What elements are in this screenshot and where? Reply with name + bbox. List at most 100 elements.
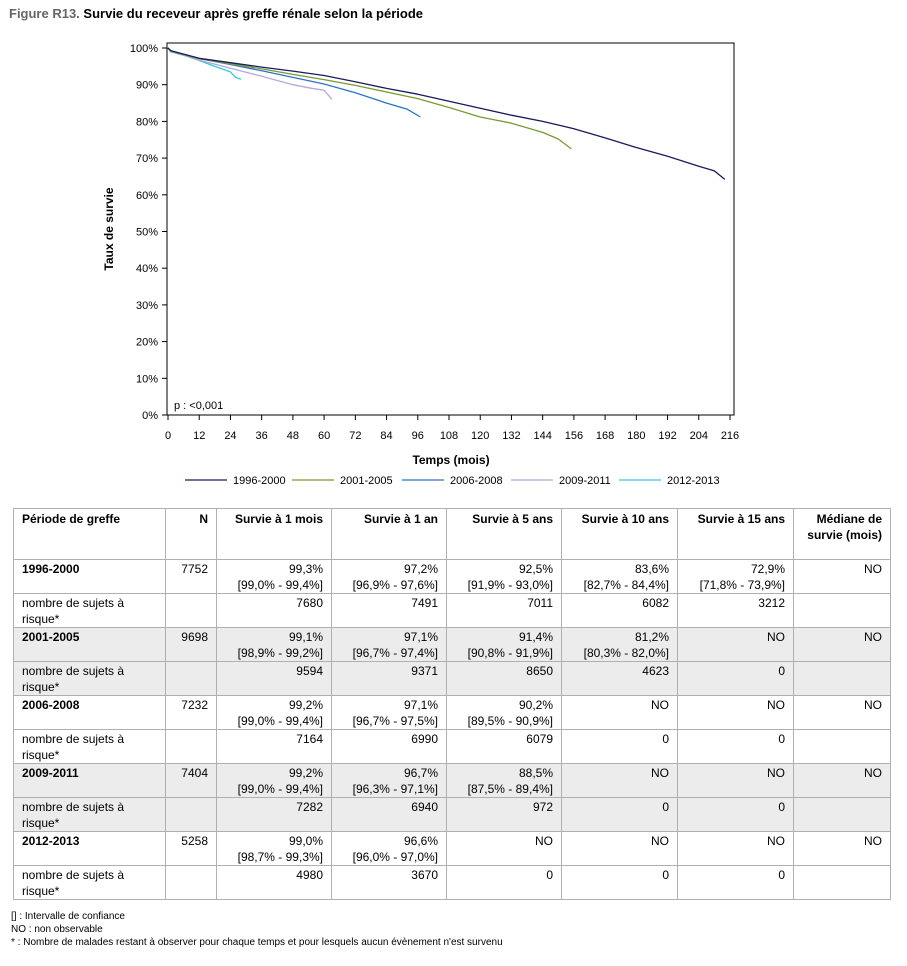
at-risk-cell: 7164 (216, 729, 332, 764)
y-tick-label: 50% (136, 227, 158, 239)
risk-label-cell: nombre de sujets à risque* (13, 865, 166, 900)
survival-value: 99,3% (288, 562, 323, 576)
at-risk-cell: 9594 (216, 661, 332, 696)
empty-cell (165, 797, 217, 832)
survival-value: NO (651, 766, 669, 780)
table-row: nombre de sujets à risque* 7282 6940 972 0 0 (13, 797, 891, 832)
x-tick-label: 84 (380, 430, 392, 442)
table-header-row: Période de greffe N Survie à 1 mois Surv… (13, 508, 891, 560)
at-risk-cell: 6990 (331, 729, 447, 764)
y-tick-label: 40% (136, 263, 158, 275)
legend-label: 2006-2008 (450, 475, 503, 487)
at-risk-cell: 4980 (216, 865, 332, 900)
y-axis-label: Taux de survie (102, 187, 116, 270)
header-survival-1-year: Survie à 1 an (331, 508, 447, 560)
y-tick-label: 60% (136, 190, 158, 202)
survival-value: 97,2% (403, 562, 438, 576)
at-risk-cell: 0 (561, 865, 678, 900)
header-period: Période de greffe (13, 508, 166, 560)
table-row: 2012-2013 5258 99,0% [98,7% - 99,3%] 96,6% [9… (13, 831, 891, 866)
survival-cell: 88,5% [87,5% - 89,4%] (446, 763, 562, 798)
survival-value: NO (767, 630, 785, 644)
survival-value: NO (767, 698, 785, 712)
survival-cell: 83,6% [82,7% - 84,4%] (561, 559, 678, 594)
at-risk-cell: 7011 (446, 593, 562, 628)
risk-label-cell: nombre de sujets à risque* (13, 661, 166, 696)
confidence-interval: [89,5% - 90,9%] (467, 714, 553, 728)
table-row: nombre de sujets à risque* 9594 9371 8650 46… (13, 661, 891, 696)
at-risk-cell: 7282 (216, 797, 332, 832)
footnote-ci: [] : Intervalle de confiance (11, 911, 125, 922)
confidence-interval: [99,0% - 99,4%] (237, 782, 323, 796)
survival-cell: NO (446, 831, 562, 866)
header-median-survival: Médiane de survie (mois) (793, 508, 891, 560)
x-tick-label: 24 (224, 430, 236, 442)
period-cell: 2001-2005 (13, 627, 166, 662)
x-tick-label: 132 (502, 430, 520, 442)
x-tick-label: 60 (318, 430, 330, 442)
y-tick-label: 0% (142, 410, 158, 422)
x-tick-label: 192 (658, 430, 676, 442)
empty-cell (793, 593, 891, 628)
survival-value: 97,1% (403, 698, 438, 712)
median-cell: NO (793, 763, 891, 798)
plot-frame (166, 42, 735, 416)
confidence-interval: [96,3% - 97,1%] (352, 782, 438, 796)
period-cell: 2006-2008 (13, 695, 166, 730)
y-tick-label: 100% (130, 43, 158, 55)
survival-value: NO (651, 698, 669, 712)
risk-label-cell: nombre de sujets à risque* (13, 729, 166, 764)
x-tick-label: 96 (412, 430, 424, 442)
survival-value: 99,2% (288, 766, 323, 780)
survival-value: NO (767, 766, 785, 780)
at-risk-cell: 6940 (331, 797, 447, 832)
footnote-risk: * : Nombre de malades restant à observer… (11, 937, 503, 948)
x-tick-label: 144 (533, 430, 551, 442)
legend-label: 2001-2005 (340, 475, 393, 487)
empty-cell (165, 661, 217, 696)
table-row: nombre de sujets à risque* 4980 3670 0 0 0 (13, 865, 891, 900)
survival-value: 81,2% (634, 630, 669, 644)
survival-value: 88,5% (518, 766, 553, 780)
survival-value: NO (767, 834, 785, 848)
survival-cell: 97,1% [96,7% - 97,5%] (331, 695, 447, 730)
survival-cell: NO (677, 627, 794, 662)
at-risk-cell: 7680 (216, 593, 332, 628)
survival-cell: 99,2% [99,0% - 99,4%] (216, 763, 332, 798)
at-risk-cell: 3670 (331, 865, 447, 900)
empty-cell (165, 593, 217, 628)
survival-value: 91,4% (518, 630, 553, 644)
x-tick-label: 216 (721, 430, 739, 442)
survival-cell: NO (561, 763, 678, 798)
y-tick-label: 80% (136, 116, 158, 128)
survival-value: 99,2% (288, 698, 323, 712)
survival-cell: 96,7% [96,3% - 97,1%] (331, 763, 447, 798)
confidence-interval: [96,7% - 97,5%] (352, 714, 438, 728)
confidence-interval: [99,0% - 99,4%] (237, 714, 323, 728)
empty-cell (793, 865, 891, 900)
figure-label: Figure R13. (9, 6, 80, 21)
period-cell: 1996-2000 (13, 559, 166, 594)
risk-label-cell: nombre de sujets à risque* (13, 797, 166, 832)
x-tick-label: 12 (193, 430, 205, 442)
table-row: nombre de sujets à risque* 7680 7491 7011 60… (13, 593, 891, 628)
at-risk-cell: 0 (446, 865, 562, 900)
survival-value: 96,6% (403, 834, 438, 848)
at-risk-cell: 3212 (677, 593, 794, 628)
median-cell: NO (793, 695, 891, 730)
p-value-annotation: p : <0,001 (174, 400, 223, 412)
empty-cell (793, 729, 891, 764)
at-risk-cell: 8650 (446, 661, 562, 696)
table-row: nombre de sujets à risque* 7164 6990 6079 0 0 (13, 729, 891, 764)
survival-cell: NO (677, 695, 794, 730)
survival-cell: 92,5% [91,9% - 93,0%] (446, 559, 562, 594)
survival-cell: NO (677, 831, 794, 866)
figure-title: Figure R13. Survie du receveur après gre… (9, 6, 423, 21)
survival-cell: 81,2% [80,3% - 82,0%] (561, 627, 678, 662)
header-n: N (165, 508, 217, 560)
at-risk-cell: 0 (677, 729, 794, 764)
x-axis-label: Temps (mois) (412, 453, 489, 467)
x-tick-label: 108 (440, 430, 458, 442)
survival-value: 97,1% (403, 630, 438, 644)
figure-title-text: Survie du receveur après greffe rénale s… (83, 6, 424, 21)
